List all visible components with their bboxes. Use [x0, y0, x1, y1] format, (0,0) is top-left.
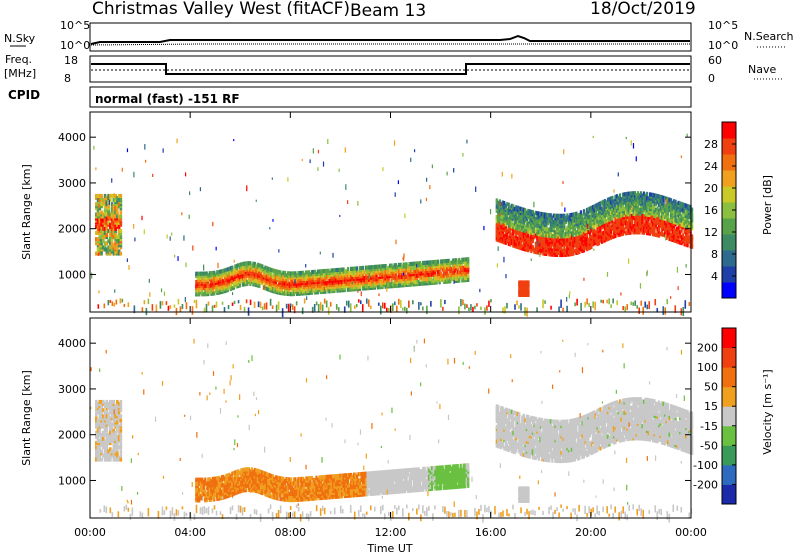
nsearch-trace — [91, 44, 690, 45]
power-panel: 1000 2000 3000 4000 Slant Range [km] 28 24 20… — [20, 112, 774, 317]
nave-tick-high: 60 — [708, 54, 722, 67]
velocity-colorbar-segment — [722, 484, 736, 504]
velocity-colorbar-segment — [722, 445, 736, 465]
velocity-ylabel: Slant Range [km] — [20, 370, 33, 466]
power-colorbar-segment — [722, 234, 736, 251]
freq-unit-label: [MHz] — [4, 67, 36, 80]
noise-panel: N.Sky 10^5 10^0 10^5 10^0 N.Search — [4, 19, 794, 52]
power-ylabel: Slant Range [km] — [20, 164, 33, 260]
velocity-ytick-label: 4000 — [58, 337, 86, 350]
noise-tick-left-low: 10^0 — [60, 39, 90, 52]
power-colorbar-label: Power [dB] — [761, 175, 774, 235]
velocity-colorbar-label: Velocity [m s⁻¹] — [761, 369, 774, 454]
velocity-colorbar-tick: -15 — [700, 420, 718, 433]
time-tick-label: 16:00 — [475, 526, 507, 539]
power-colorbar-tick: 4 — [711, 270, 718, 283]
station-title: Christmas Valley West (fitACF) — [92, 0, 350, 19]
beam-title: Beam 13 — [350, 1, 426, 21]
power-colorbar-segment — [722, 154, 736, 171]
power-data-area — [91, 134, 693, 317]
nsearch-label: N.Search — [744, 30, 794, 43]
frequency-panel: Freq. [MHz] 18 8 60 0 Nave — [4, 53, 782, 85]
cpid-label: CPID — [8, 88, 40, 102]
power-colorbar-tick: 20 — [704, 182, 718, 195]
nave-label: Nave — [748, 63, 776, 76]
nave-tick-low: 0 — [708, 72, 715, 85]
power-colorbar-segment — [722, 266, 736, 283]
velocity-colorbar-segment — [722, 406, 736, 426]
velocity-colorbar-tick: 50 — [704, 381, 718, 394]
noise-tick-left-high: 10^5 — [60, 19, 90, 32]
velocity-colorbar-tick: -50 — [700, 439, 718, 452]
noise-tick-right-high: 10^5 — [708, 19, 738, 32]
velocity-ytick-label: 2000 — [58, 429, 86, 442]
date-title: 18/Oct/2019 — [590, 0, 696, 19]
time-tick-label: 12:00 — [375, 526, 407, 539]
velocity-ytick-label: 1000 — [58, 474, 86, 487]
nsky-trace — [91, 36, 690, 44]
power-colorbar-tick: 8 — [711, 248, 718, 261]
time-tick-label: 04:00 — [174, 526, 206, 539]
noise-tick-right-low: 10^0 — [708, 39, 738, 52]
nsky-label: N.Sky — [4, 32, 36, 45]
velocity-colorbar-tick: 15 — [704, 400, 718, 413]
time-tick-label: 00:00 — [74, 526, 106, 539]
time-tick-label: 20:00 — [575, 526, 607, 539]
velocity-colorbar-tick: -100 — [693, 459, 718, 472]
freq-label: Freq. — [5, 53, 32, 66]
velocity-colorbar-segment — [722, 328, 736, 348]
cpid-text: normal (fast) -151 RF — [95, 92, 240, 106]
velocity-ytick-label: 3000 — [58, 383, 86, 396]
velocity-colorbar-segment — [722, 426, 736, 446]
velocity-colorbar-segment — [722, 465, 736, 485]
velocity-colorbar-tick: 200 — [697, 342, 718, 355]
time-tick-label: 00:00 — [675, 526, 707, 539]
power-colorbar-segment — [722, 138, 736, 155]
power-colorbar: 28 24 20 16 12 8 4 — [704, 122, 736, 299]
power-ytick-label: 4000 — [58, 131, 86, 144]
velocity-panel: 1000 2000 3000 4000 Slant Range [km] 200 100… — [20, 318, 774, 523]
velocity-colorbar-tick: 100 — [697, 361, 718, 374]
power-colorbar-segment — [722, 122, 736, 139]
power-colorbar-segment — [722, 250, 736, 267]
velocity-colorbar-segment — [722, 387, 736, 407]
velocity-colorbar-segment — [722, 367, 736, 387]
power-ytick-label: 3000 — [58, 177, 86, 190]
power-colorbar-segment — [722, 282, 736, 299]
velocity-colorbar: 200 100 50 15 -15 -50 -100 -200 — [693, 328, 736, 505]
freq-trace — [91, 64, 690, 74]
power-colorbar-tick: 28 — [704, 138, 718, 151]
power-colorbar-tick: 16 — [704, 204, 718, 217]
power-colorbar-segment — [722, 170, 736, 187]
velocity-data-area — [90, 339, 693, 523]
power-ytick-label: 2000 — [58, 223, 86, 236]
velocity-colorbar-tick: -200 — [693, 478, 718, 491]
power-colorbar-tick: 12 — [704, 226, 718, 239]
freq-tick-high: 18 — [64, 54, 78, 67]
time-tick-label: 08:00 — [274, 526, 306, 539]
power-ytick-label: 1000 — [58, 268, 86, 281]
freq-tick-low: 8 — [64, 72, 71, 85]
time-axis-label: Time UT — [366, 542, 412, 554]
velocity-colorbar-segment — [722, 348, 736, 368]
power-colorbar-tick: 24 — [704, 160, 718, 173]
